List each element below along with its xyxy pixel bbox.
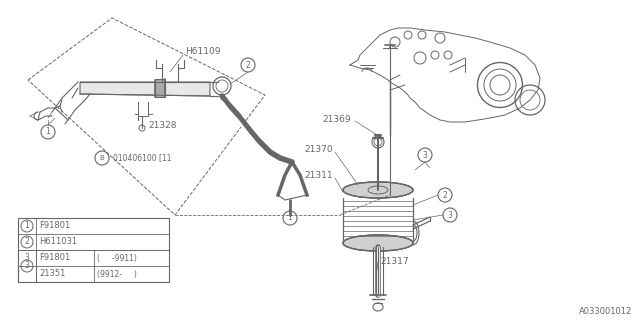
Text: 010406100 [11: 010406100 [11 <box>113 154 172 163</box>
Text: F91801: F91801 <box>39 253 70 262</box>
Ellipse shape <box>343 182 413 198</box>
Text: A033001012: A033001012 <box>579 308 632 316</box>
Text: 1: 1 <box>24 221 29 230</box>
Text: 2: 2 <box>246 60 250 69</box>
Text: 2: 2 <box>24 237 29 246</box>
Bar <box>18 218 169 282</box>
Text: 1: 1 <box>45 127 51 137</box>
Polygon shape <box>80 82 210 96</box>
Text: F91801: F91801 <box>39 221 70 230</box>
Text: 21369: 21369 <box>322 115 351 124</box>
Text: H611031: H611031 <box>39 237 77 246</box>
Text: 2: 2 <box>443 190 447 199</box>
Text: B: B <box>100 155 104 161</box>
Text: (     -9911): ( -9911) <box>97 253 137 262</box>
Text: 3: 3 <box>422 150 428 159</box>
Text: (9912-     ): (9912- ) <box>97 269 137 278</box>
Text: 21328: 21328 <box>148 122 177 131</box>
Bar <box>18 250 36 266</box>
Text: 21351: 21351 <box>39 269 65 278</box>
Text: 21370: 21370 <box>304 146 333 155</box>
Text: 3: 3 <box>447 211 452 220</box>
Text: H61109: H61109 <box>185 47 221 57</box>
Text: 3: 3 <box>24 253 29 262</box>
Polygon shape <box>155 79 165 97</box>
Text: 21317: 21317 <box>380 258 408 267</box>
Text: 1: 1 <box>287 213 292 222</box>
Text: 21311: 21311 <box>304 172 333 180</box>
Ellipse shape <box>343 235 413 251</box>
Text: 3: 3 <box>24 261 29 270</box>
